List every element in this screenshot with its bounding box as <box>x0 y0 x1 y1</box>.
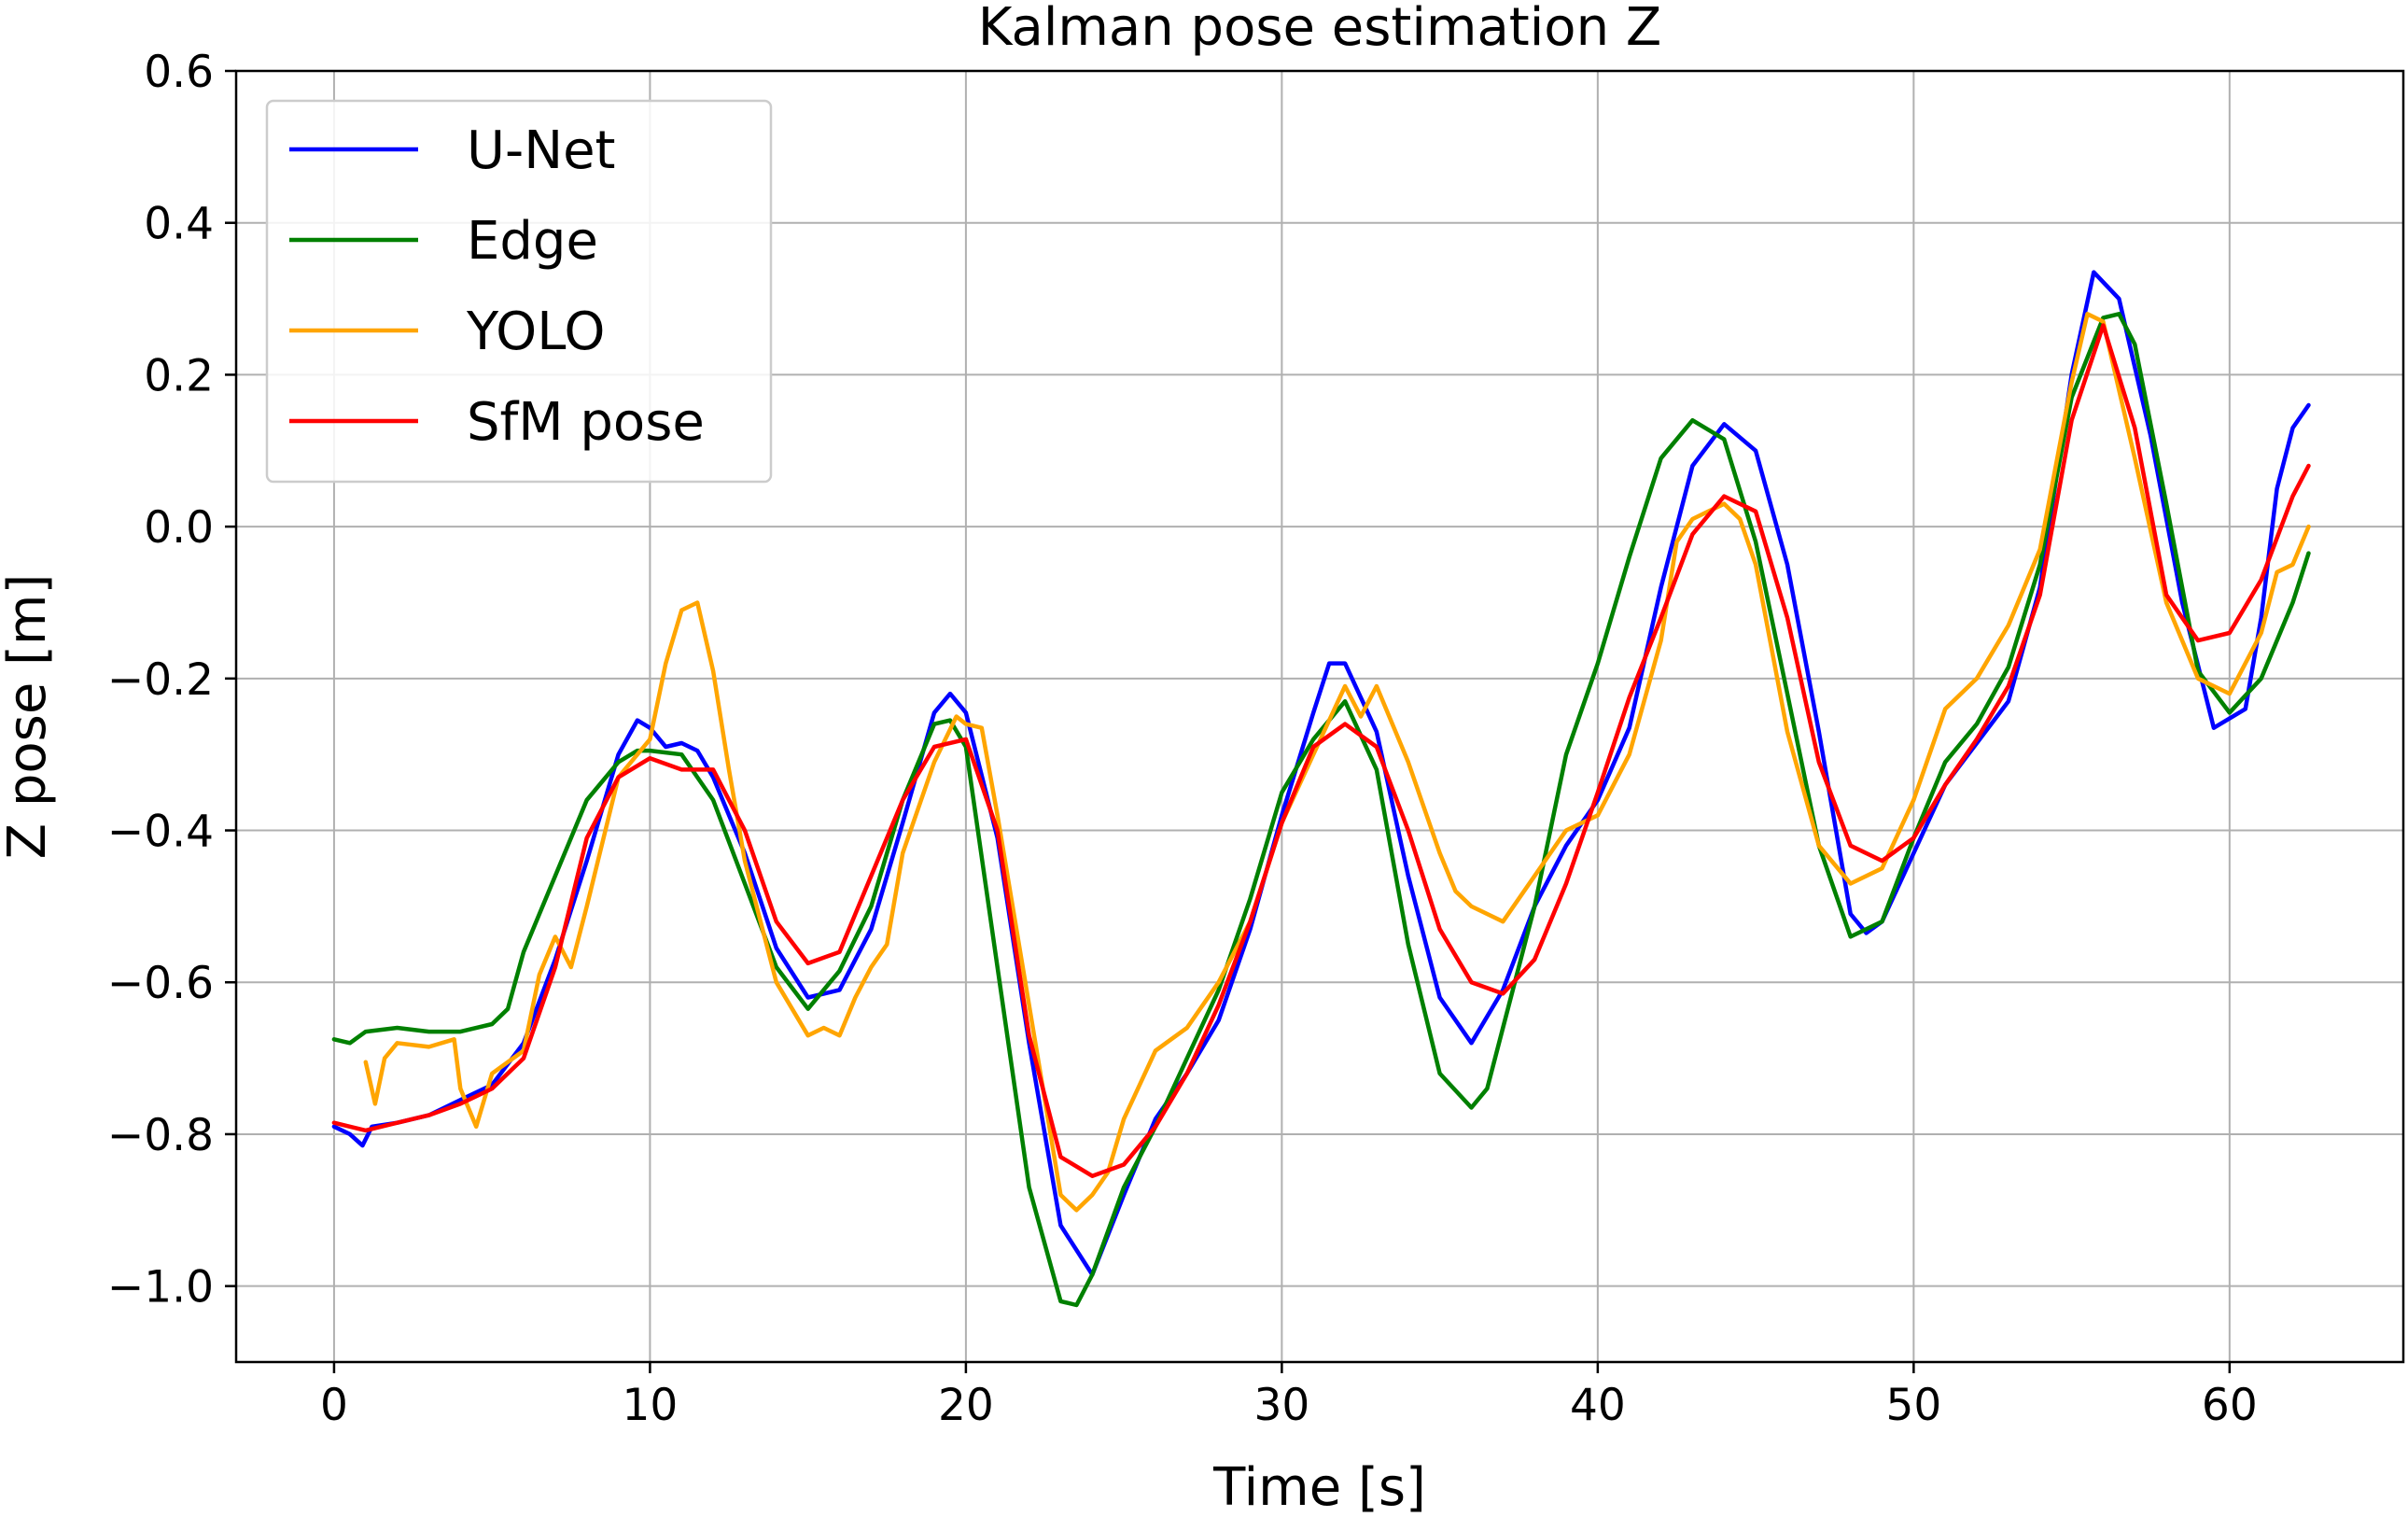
legend-label-u-net: U-Net <box>467 120 616 181</box>
y-tick-label: 0.6 <box>144 47 214 98</box>
legend-box <box>265 99 773 484</box>
x-tick-label: 30 <box>1253 1380 1309 1431</box>
y-axis-label: Z pose [m] <box>0 574 58 860</box>
legend-label-edge: Edge <box>467 211 598 272</box>
series-line-sfm-pose <box>331 323 2311 1178</box>
y-tick-label: −0.2 <box>107 654 214 706</box>
plot-frame <box>234 69 2405 1364</box>
series-line-edge <box>331 312 2311 1308</box>
x-tick-label: 20 <box>938 1380 994 1431</box>
chart-title: Kalman pose estimation Z <box>978 0 1661 58</box>
y-tick-label: −1.0 <box>107 1262 214 1313</box>
legend-label-sfm-pose: SfM pose <box>467 392 705 453</box>
x-tick-label: 40 <box>1570 1380 1626 1431</box>
x-tick-label: 60 <box>2202 1380 2258 1431</box>
y-tick-label: 0.0 <box>144 502 214 554</box>
x-axis-label: Time [s] <box>1212 1457 1426 1517</box>
y-tick-label: −0.4 <box>107 807 214 858</box>
axis-ticks: 0 10 20 30 40 50 60 0.6 0.4 0.2 0.0 −0.2 −0.4 −0.6 −0.… <box>107 47 2258 1431</box>
series-line-yolo <box>363 312 2311 1213</box>
y-tick-label: 0.4 <box>144 199 214 250</box>
y-tick-label: −0.8 <box>107 1110 214 1161</box>
y-tick-label: 0.2 <box>144 350 214 401</box>
legend-label-yolo: YOLO <box>466 302 606 362</box>
x-tick-label: 10 <box>623 1380 679 1431</box>
x-tick-label: 0 <box>320 1380 348 1431</box>
legend: U-Net Edge YOLO SfM pose <box>265 99 773 484</box>
plot-lines <box>331 270 2311 1308</box>
y-tick-label: −0.6 <box>107 958 214 1009</box>
x-tick-label: 50 <box>1885 1380 1941 1431</box>
